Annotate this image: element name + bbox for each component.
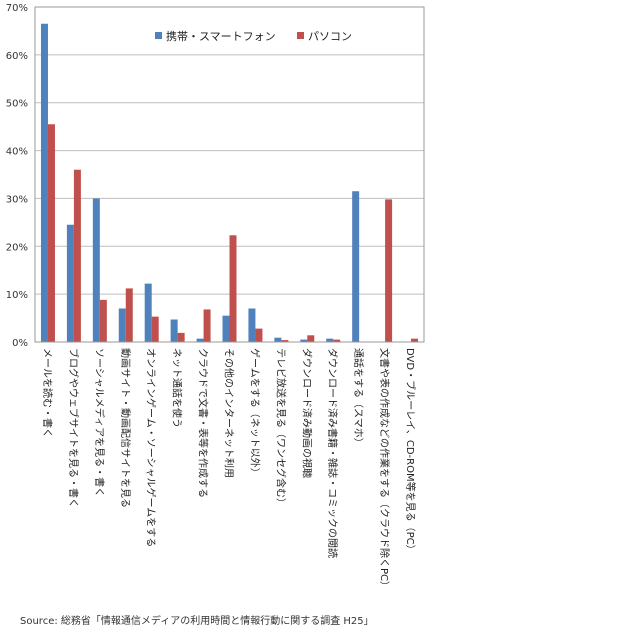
category-label: ソーシャルメディアを見る・書く [93, 348, 106, 497]
bar-pc [99, 299, 107, 342]
y-tick-label: 0% [12, 338, 28, 349]
bar-mobile [248, 308, 256, 342]
bar-mobile [144, 283, 152, 342]
category-label: テレビ放送を見る（ワンセグ含む） [274, 348, 287, 508]
legend-label: パソコン [308, 30, 352, 43]
bar-mobile [170, 319, 178, 342]
bar-mobile [352, 191, 360, 342]
category-label: ブログやウェブサイトを見る・書く [67, 348, 80, 508]
category-label: DVD・ブルーレイ、CD-ROM等を見る（PC） [404, 348, 417, 555]
bar-mobile [92, 198, 100, 342]
bar-pc [125, 288, 133, 342]
bar-mobile [300, 339, 308, 342]
category-label: 動画サイト・動画配信サイトを見る [119, 348, 132, 508]
y-tick-label: 30% [6, 194, 28, 205]
bar-pc [307, 335, 315, 342]
y-axis-ticks: 0% 10% 20% 30% 40% 50% 60% 70% [6, 3, 28, 349]
bar-pc [47, 124, 55, 342]
category-labels: メールを読む・書く ブログやウェブサイトを見る・書く ソーシャルメディアを見る・書く… [41, 348, 417, 591]
category-label: ゲームをする（ネット以外） [248, 348, 260, 478]
category-label: メールを読む・書く [41, 348, 54, 438]
source-note: Source: 総務省「情報通信メディアの利用時間と情報行動に関する調査 H25… [20, 616, 374, 627]
bar-pc [73, 169, 81, 342]
category-label: 文書や表の作成などの作業をする（クラウド除くPC） [378, 348, 391, 591]
bar-mobile [66, 224, 74, 342]
category-label: ダウンロード済み書籍・雑誌・コミックの閲読 [326, 348, 339, 558]
y-tick-label: 20% [6, 242, 28, 253]
category-label: クラウドで文書・表等を作成する [197, 348, 210, 498]
bar-pc [229, 235, 237, 342]
y-tick-label: 60% [6, 51, 28, 62]
legend-swatch [297, 32, 304, 39]
legend: 携帯・スマートフォン パソコン [155, 29, 352, 43]
bar-mobile [326, 338, 334, 342]
category-label: 通話をする（スマホ） [352, 348, 365, 448]
y-tick-label: 10% [6, 290, 28, 301]
category-label: オンラインゲーム・ソーシャルゲームをする [145, 348, 157, 547]
bar-pc [255, 328, 263, 342]
plot-frame [34, 6, 425, 343]
y-tick-label: 70% [6, 3, 28, 14]
bar-mobile [118, 308, 126, 342]
bar-pc [281, 340, 289, 342]
bar-mobile [222, 315, 230, 342]
bar-pc [411, 338, 419, 342]
bar-mobile [274, 337, 282, 342]
bar-mobile [40, 23, 48, 342]
bar-mobile [196, 338, 204, 342]
category-label: ダウンロード済み動画の視聴 [300, 348, 313, 478]
y-tick-label: 50% [6, 99, 28, 110]
bar-pc [385, 199, 393, 342]
category-label: ネット通話を使う [171, 348, 184, 428]
bar-chart: 0% 10% 20% 30% 40% 50% 60% 70% メールを読む・書く ブログやウェブ… [6, 3, 425, 591]
bar-pc [177, 332, 185, 342]
bar-pc [203, 309, 211, 342]
y-tick-label: 40% [6, 147, 28, 158]
legend-swatch [155, 32, 162, 39]
bars [40, 23, 419, 342]
bar-pc [151, 316, 159, 342]
category-label: その他のインターネット利用 [223, 348, 236, 478]
bar-pc [333, 339, 341, 342]
legend-label: 携帯・スマートフォン [166, 29, 276, 43]
